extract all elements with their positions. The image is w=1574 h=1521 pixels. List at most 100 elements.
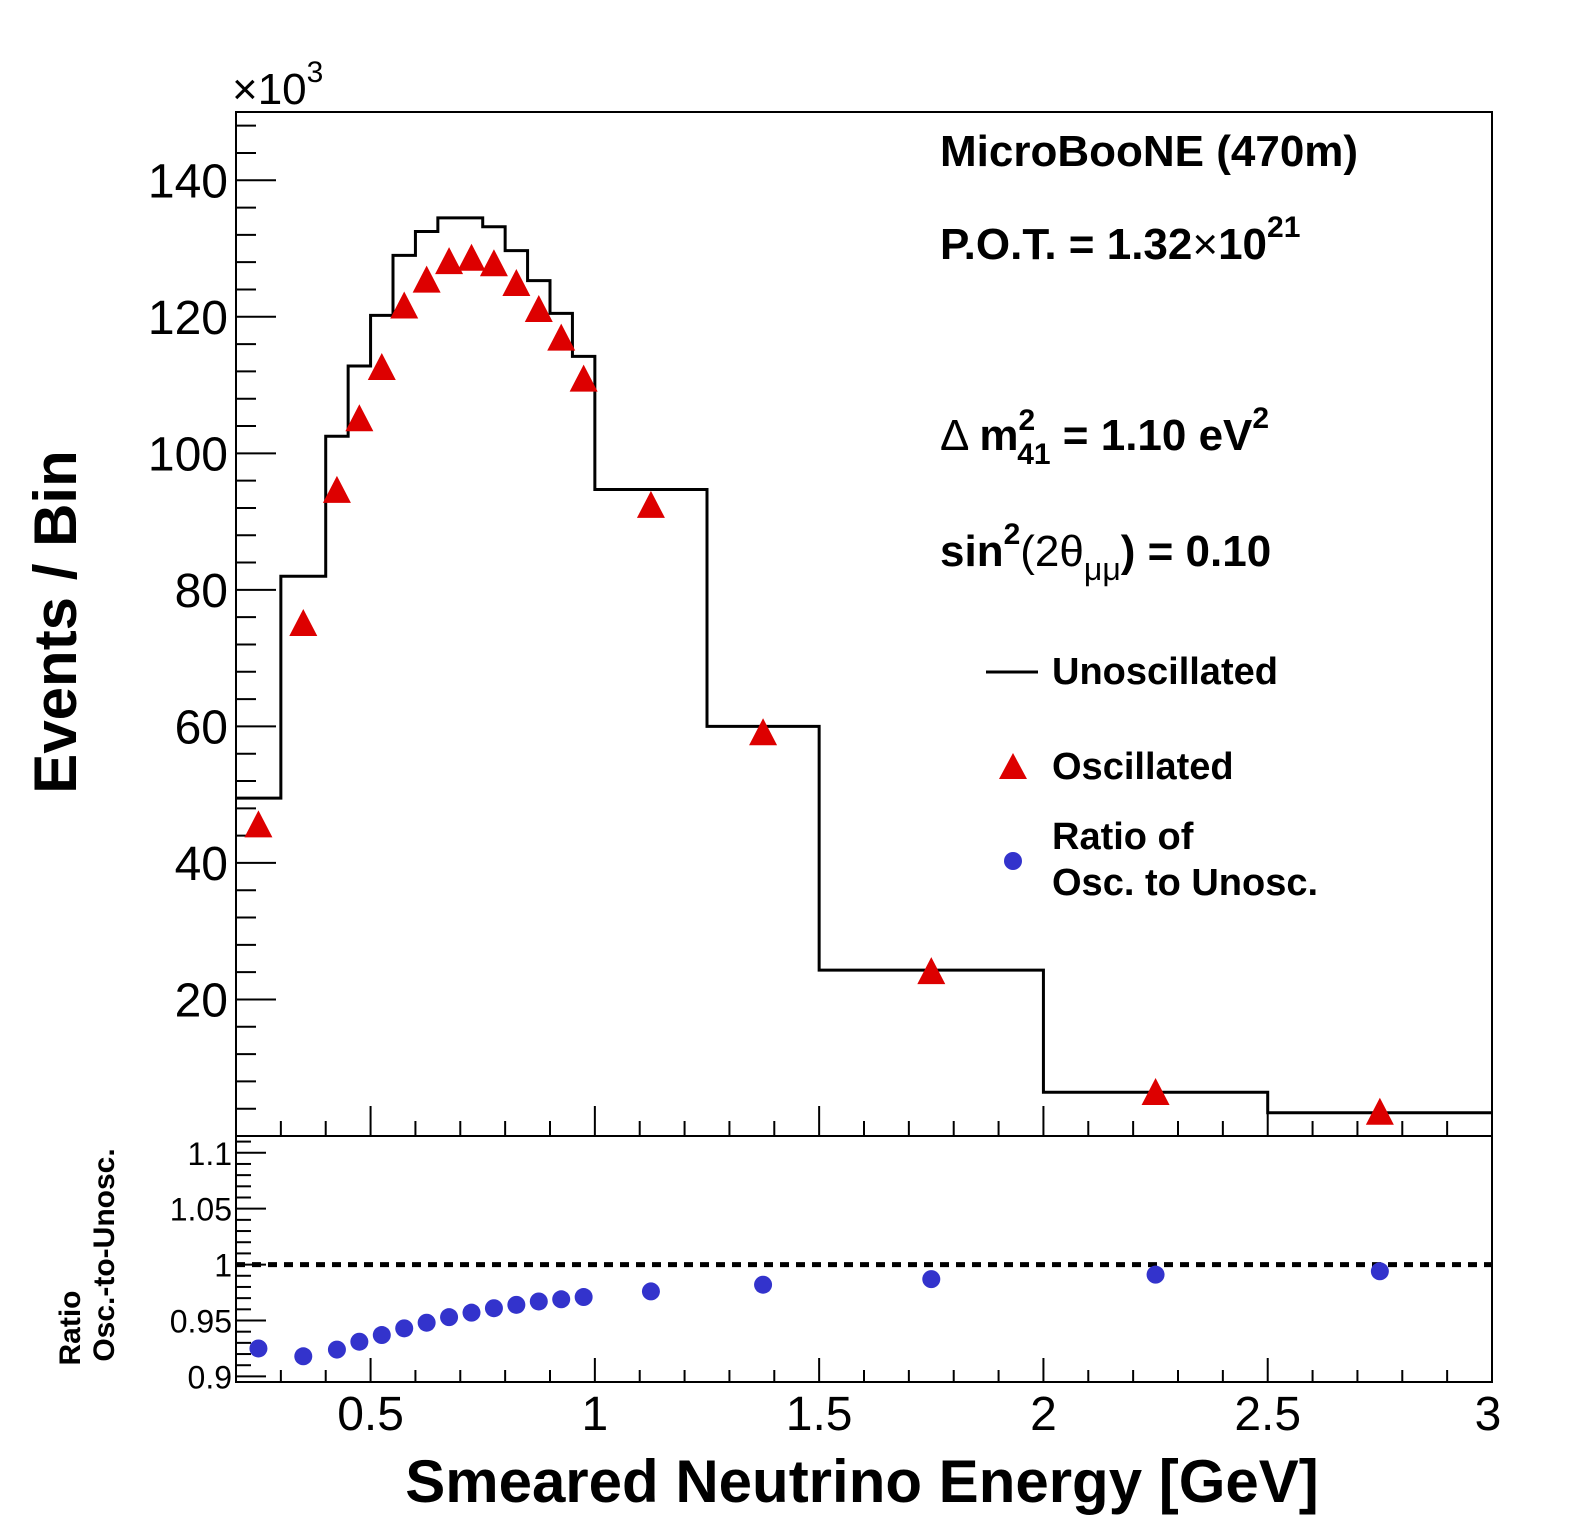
y-axis-title: Events / Bin — [22, 450, 89, 793]
pot-times: × — [1192, 220, 1218, 269]
ratio-marker — [327, 1340, 346, 1359]
ratio-marker — [574, 1288, 593, 1307]
ratio-panel-frame — [235, 1135, 1493, 1383]
ratio-y-tick-label: 1.05 — [170, 1192, 232, 1228]
main-y-tick-label: 120 — [148, 292, 228, 345]
ratio-marker — [294, 1347, 313, 1366]
ratio-marker — [1370, 1262, 1389, 1281]
oscillated-marker — [390, 291, 419, 319]
ev-sup: 2 — [1252, 402, 1269, 435]
x-axis-title: Smeared Neutrino Energy [GeV] — [405, 1448, 1319, 1515]
ratio-y-tick-label: 1.1 — [188, 1136, 232, 1172]
oscillated-marker — [435, 247, 464, 275]
legend-label-unoscillated: Unoscillated — [1052, 651, 1278, 693]
oscillated-marker — [479, 249, 508, 277]
x-tick-label: 1 — [582, 1388, 609, 1441]
sin-sup: 2 — [1004, 518, 1021, 551]
legend-label-ratio-line2: Osc. to Unosc. — [1052, 862, 1318, 904]
oscillated-marker — [1365, 1097, 1394, 1125]
ratio-marker — [484, 1299, 503, 1318]
ratio-marker — [417, 1313, 436, 1332]
ratio-marker — [922, 1270, 941, 1289]
main-y-tick-label: 40 — [175, 838, 228, 891]
m-symbol: m — [979, 411, 1018, 460]
y-multiplier-exp: 3 — [307, 56, 324, 89]
x-tick-label: 2.5 — [1234, 1388, 1301, 1441]
main-y-tick-label: 100 — [148, 428, 228, 481]
oscillated-marker — [412, 265, 441, 293]
ratio-marker — [395, 1319, 414, 1338]
ratio-marker — [440, 1308, 459, 1327]
legend-label-oscillated: Oscillated — [1052, 746, 1234, 788]
ratio-marker — [641, 1282, 660, 1301]
sin2-label: sin2(2θμμ) = 0.10 — [940, 518, 1271, 587]
oscillated-marker — [289, 609, 318, 636]
legend-triangle-symbol — [999, 753, 1027, 779]
m-sup: 2 — [1019, 404, 1036, 437]
oscillated-marker — [636, 490, 665, 518]
main-y-tick-label: 60 — [175, 701, 228, 754]
main-y-tick-label: 20 — [175, 974, 228, 1027]
oscillated-marker — [367, 353, 396, 380]
ratio-markers-group — [249, 1262, 1389, 1366]
sin-fn: sin — [940, 527, 1004, 576]
legend-circle-symbol — [1004, 852, 1022, 870]
dm2-value: = 1.10 eV — [1051, 411, 1253, 460]
ratio-marker — [552, 1290, 571, 1309]
m-sub: 41 — [1017, 438, 1050, 471]
x-tick-label: 2 — [1030, 1388, 1057, 1441]
ratio-marker — [372, 1326, 391, 1345]
legend: Unoscillated Oscillated Ratio of Osc. to… — [986, 651, 1318, 904]
ratio-y-tick-label: 1 — [214, 1248, 232, 1284]
oscillated-marker — [322, 475, 351, 503]
oscillated-marker — [502, 269, 531, 297]
main-y-tick-label: 140 — [148, 155, 228, 208]
theta-symbol: θ — [1059, 527, 1083, 576]
main-axis-ticks — [235, 124, 1493, 1136]
pot-exp: 21 — [1267, 211, 1300, 244]
main-y-tick-labels: 20 40 60 80 100 120 140 — [148, 155, 228, 1027]
ratio-marker — [249, 1339, 268, 1358]
oscillated-marker — [569, 364, 598, 392]
y-multiplier-base: ×10 — [232, 65, 307, 114]
x-tick-label: 1.5 — [786, 1388, 853, 1441]
ratio-y-tick-label: 0.9 — [188, 1359, 232, 1395]
ratio-marker — [350, 1332, 369, 1351]
main-panel-frame — [235, 111, 1493, 1137]
sin2-value: ) = 0.10 — [1121, 527, 1271, 576]
ratio-y-title-line2: Osc.-to-Unosc. — [88, 1148, 121, 1361]
ratio-marker — [529, 1292, 548, 1311]
unoscillated-histogram-group — [236, 216, 1492, 1115]
oscillated-marker — [524, 294, 553, 322]
oscillated-marker — [1141, 1077, 1170, 1105]
theta-sub: μμ — [1084, 551, 1121, 587]
y-multiplier: ×103 — [232, 56, 323, 114]
x-tick-labels: 0.5 1 1.5 2 2.5 3 — [337, 1388, 1501, 1441]
ratio-marker — [754, 1275, 773, 1294]
unoscillated-histogram-line — [236, 216, 1492, 1115]
delta-symbol: Δ — [940, 411, 969, 460]
experiment-label: MicroBooNE (470m) — [940, 127, 1358, 176]
oscillated-markers-group — [244, 243, 1394, 1125]
oscillated-marker — [244, 810, 273, 838]
ratio-marker — [462, 1303, 481, 1322]
ratio-y-tick-labels: 0.9 0.95 1 1.05 1.1 — [170, 1136, 232, 1396]
oscillated-marker — [457, 243, 486, 271]
legend-label-ratio-line1: Ratio of — [1052, 816, 1194, 858]
x-tick-label: 3 — [1475, 1388, 1502, 1441]
ratio-y-title-line1: Ratio — [54, 1291, 87, 1366]
ratio-axis-ticks — [235, 1140, 1493, 1382]
ratio-marker — [507, 1295, 526, 1314]
pot-label: P.O.T. = 1.32×1021 — [940, 211, 1300, 269]
pot-base: 10 — [1218, 220, 1267, 269]
sin-open: (2 — [1020, 527, 1059, 576]
pot-text: P.O.T. = 1.32 — [940, 220, 1192, 269]
main-y-tick-label: 80 — [175, 565, 228, 618]
oscillated-marker — [547, 323, 576, 351]
ratio-marker — [1146, 1265, 1165, 1284]
oscillated-marker — [345, 404, 374, 432]
oscillated-marker — [917, 957, 946, 985]
x-tick-label: 0.5 — [337, 1388, 404, 1441]
